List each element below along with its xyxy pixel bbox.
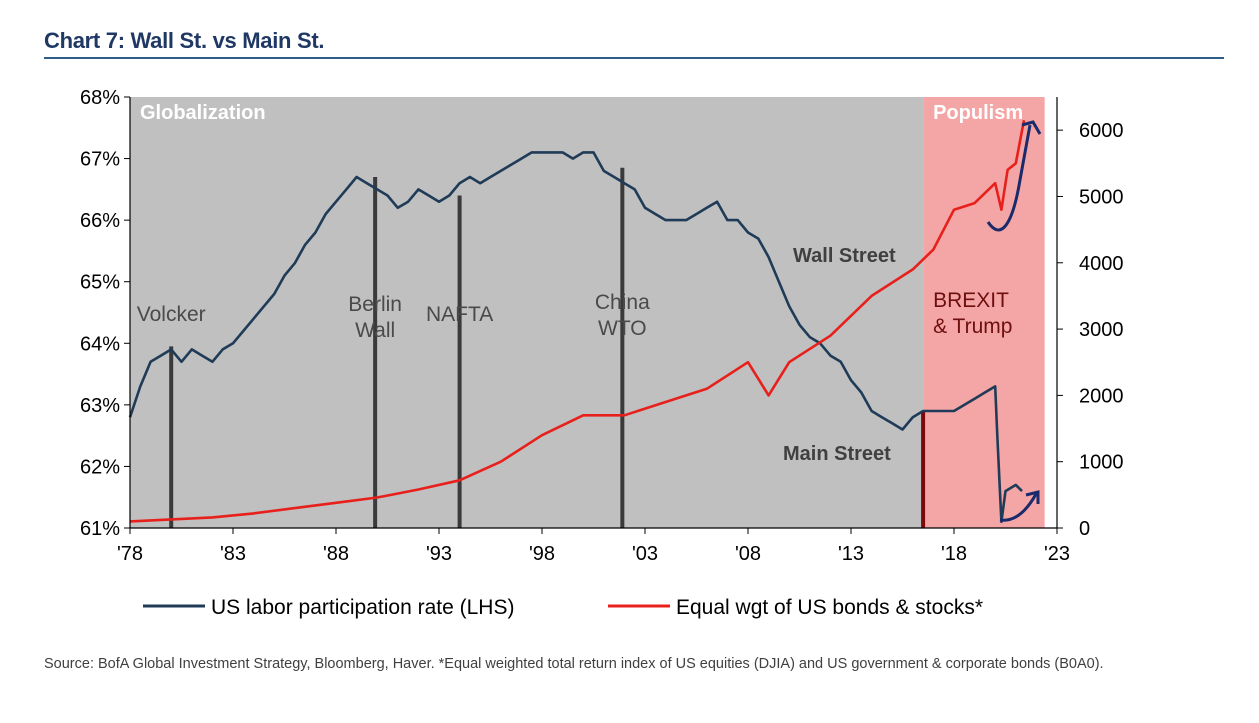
series-line-1: [129, 119, 1026, 523]
y-right-tick-label-1: 1000: [1079, 452, 1124, 474]
event-label-4-0: BREXIT: [933, 289, 1009, 312]
y-right-tick-label-2: 2000: [1079, 385, 1124, 407]
region-populism: [923, 97, 1045, 528]
event-label-3-1: WTO: [598, 317, 647, 340]
x-tick-label-4: '98: [529, 543, 555, 565]
region-label-populism: Populism: [933, 102, 1023, 124]
chart-svg: Globalization Populism 61% 62% 63% 64% 65% 66%…: [80, 87, 1124, 619]
y-left-tick-label-3: 64%: [80, 333, 120, 355]
annotation-main-street: Main Street: [783, 443, 891, 465]
annotation-wall-street: Wall Street: [793, 245, 896, 267]
y-left-tick-label-4: 65%: [80, 272, 120, 294]
y-left-tick-label-2: 63%: [80, 395, 120, 417]
event-label-3-0: China: [595, 291, 650, 314]
y-left-tick-label-7: 68%: [80, 87, 120, 109]
y-left-tick-label-0: 61%: [80, 518, 120, 540]
y-left-tick-label-6: 67%: [80, 149, 120, 171]
event-label-4-1: & Trump: [933, 315, 1012, 338]
title-divider: [44, 57, 1224, 59]
chart-axes: 61% 62% 63% 64% 65% 66% 67% 68% 0 1000 2000 3000 400…: [80, 87, 1124, 565]
event-label-0-0: Volcker: [137, 303, 206, 326]
x-tick-label-3: '93: [426, 543, 452, 565]
arrow-wall-street: [986, 124, 1032, 232]
chart-legend: US labor participation rate (LHS) Equal w…: [143, 596, 983, 619]
y-right-tick-label-0: 0: [1079, 518, 1090, 540]
y-left-tick-label-5: 66%: [80, 210, 120, 232]
x-tick-label-6: '08: [735, 543, 761, 565]
arrow-main-street: [999, 493, 1038, 522]
chart-title: Chart 7: Wall St. vs Main St.: [44, 28, 325, 53]
legend-label-0: US labor participation rate (LHS): [211, 596, 514, 619]
chart-regions: Globalization Populism: [130, 97, 1045, 528]
y-right-tick-label-4: 4000: [1079, 253, 1124, 275]
x-tick-label-0: '78: [117, 543, 143, 565]
x-tick-label-7: '13: [838, 543, 864, 565]
y-right-tick-label-3: 3000: [1079, 319, 1124, 341]
x-tick-label-1: '83: [220, 543, 246, 565]
event-markers: [169, 167, 926, 528]
y-right-tick-label-5: 5000: [1079, 186, 1124, 208]
chart-series: [128, 119, 1026, 524]
arrow-head-main-street: [1025, 490, 1040, 504]
x-tick-label-5: '03: [632, 543, 658, 565]
x-tick-label-8: '18: [941, 543, 967, 565]
y-right-tick-label-6: 6000: [1079, 120, 1124, 142]
y-left-tick-label-1: 62%: [80, 456, 120, 478]
event-label-1-1: Wall: [355, 319, 395, 342]
source-note: Source: BofA Global Investment Strategy,…: [44, 656, 1104, 672]
arrow-head-wall-street: [1021, 120, 1042, 135]
event-label-2-0: NAFTA: [426, 303, 493, 326]
chart-labels: Volcker Berlin Wall NAFTA China WTO BREXIT & Tr…: [137, 120, 1042, 522]
x-tick-label-9: '23: [1044, 543, 1070, 565]
event-label-1-0: Berlin: [348, 293, 402, 316]
x-tick-label-2: '88: [323, 543, 349, 565]
legend-label-1: Equal wgt of US bonds & stocks*: [676, 596, 983, 619]
region-globalization: [130, 97, 924, 528]
series-line-0: [128, 151, 1023, 524]
region-label-globalization: Globalization: [140, 102, 266, 124]
